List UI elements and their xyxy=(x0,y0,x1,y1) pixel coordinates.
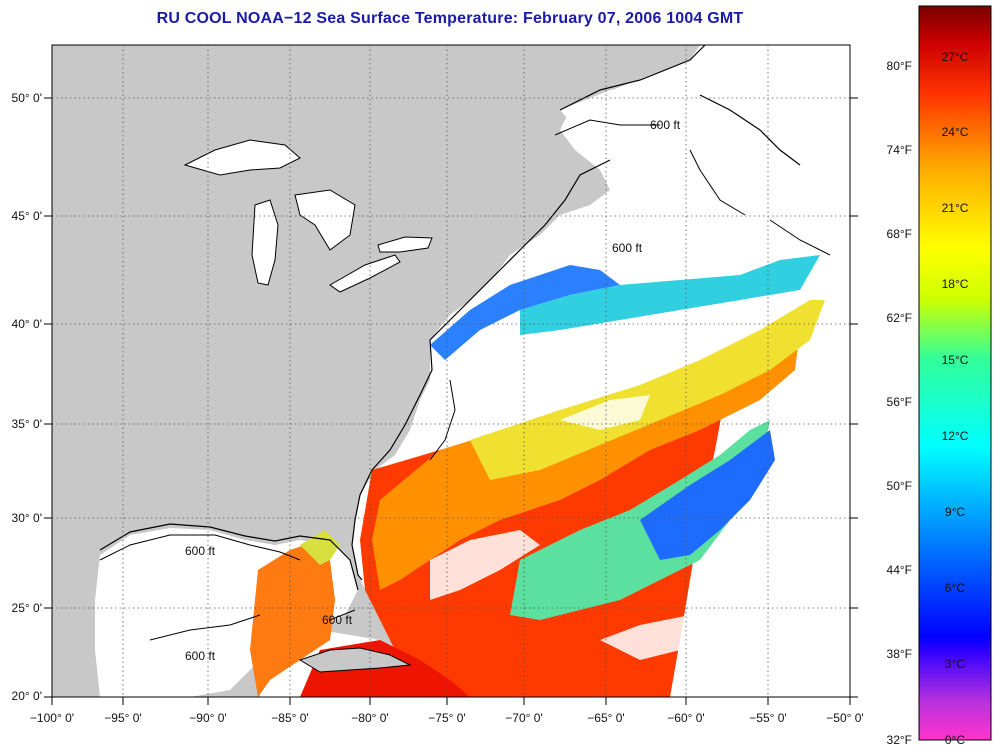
map-content: 600 ft 600 ft 600 ft 600 ft 600 ft xyxy=(52,45,850,697)
sst-swath-blue xyxy=(640,430,775,560)
lon-label: −80° 0' xyxy=(351,711,388,725)
lat-label: 50° 0' xyxy=(12,91,42,105)
longitude-labels: −100° 0' −95° 0' −90° 0' −85° 0' −80° 0'… xyxy=(30,711,864,725)
lat-label: 20° 0' xyxy=(12,689,42,703)
lake-erie xyxy=(329,254,401,293)
sst-swath-yellow xyxy=(470,300,825,480)
sst-gulf-yellow xyxy=(300,530,340,565)
depth-label-florida: 600 ft xyxy=(322,613,353,627)
tick-marks xyxy=(44,97,858,705)
sst-gulf-orange xyxy=(250,540,335,697)
lat-label: 45° 0' xyxy=(12,209,42,223)
colorbar-celsius-labels: 27°C 24°C 21°C 18°C 15°C 12°C 9°C 6°C 3°… xyxy=(942,50,969,747)
cb-f-label: 38°F xyxy=(887,647,912,661)
gulf-coastline xyxy=(99,523,359,591)
depth-contour xyxy=(99,119,831,641)
lake-ontario xyxy=(377,236,433,253)
gulf-of-st-lawrence xyxy=(560,85,770,175)
cb-c-label: 21°C xyxy=(942,201,969,215)
colorbar xyxy=(918,5,992,741)
cb-f-label: 32°F xyxy=(887,733,912,747)
lake-huron xyxy=(294,189,356,251)
lat-label: 40° 0' xyxy=(12,317,42,331)
lon-label: −100° 0' xyxy=(30,711,74,725)
cb-c-label: 3°C xyxy=(945,657,965,671)
canada-coastline xyxy=(559,45,801,166)
cb-f-label: 68°F xyxy=(887,227,912,241)
cb-f-label: 50°F xyxy=(887,479,912,493)
lon-label: −60° 0' xyxy=(667,711,704,725)
cb-c-label: 6°C xyxy=(945,581,965,595)
lat-label: 35° 0' xyxy=(12,417,42,431)
lon-label: −50° 0' xyxy=(826,711,863,725)
lon-label: −70° 0' xyxy=(505,711,542,725)
lon-label: −65° 0' xyxy=(587,711,624,725)
lon-label: −90° 0' xyxy=(189,711,226,725)
map-frame xyxy=(51,44,851,698)
lat-label: 30° 0' xyxy=(12,511,42,525)
cb-f-label: 74°F xyxy=(887,143,912,157)
lon-label: −75° 0' xyxy=(428,711,465,725)
graticule xyxy=(52,45,850,697)
cb-f-label: 80°F xyxy=(887,59,912,73)
colorbar-fahrenheit-labels: 80°F 74°F 68°F 62°F 56°F 50°F 44°F 38°F … xyxy=(887,59,912,747)
cb-c-label: 0°C xyxy=(945,733,965,747)
cloud-patch xyxy=(560,395,650,430)
cb-c-label: 18°C xyxy=(942,277,969,291)
cb-c-label: 12°C xyxy=(942,429,969,443)
sst-slope-cyan xyxy=(520,255,820,335)
cloud-patch xyxy=(600,615,690,660)
cb-f-label: 44°F xyxy=(887,563,912,577)
cb-f-label: 56°F xyxy=(887,395,912,409)
depth-label-shelf: 600 ft xyxy=(612,241,643,255)
cuba-coastline xyxy=(298,647,412,673)
cb-c-label: 15°C xyxy=(942,353,969,367)
lon-label: −55° 0' xyxy=(749,711,786,725)
lon-label: −85° 0' xyxy=(271,711,308,725)
cb-c-label: 24°C xyxy=(942,125,969,139)
depth-label-gulf-south: 600 ft xyxy=(185,649,216,663)
cb-f-label: 62°F xyxy=(887,311,912,325)
lat-label: 25° 0' xyxy=(12,601,42,615)
map-title: RU COOL NOAA−12 Sea Surface Temperature:… xyxy=(156,10,744,27)
cb-c-label: 9°C xyxy=(945,505,965,519)
depth-label-atlantic: 600 ft xyxy=(650,118,681,132)
lake-michigan xyxy=(251,199,279,286)
lake-superior xyxy=(183,139,301,176)
depth-label-gulf-west: 600 ft xyxy=(185,544,216,558)
cloud-patch xyxy=(430,530,540,600)
east-coast-coastline xyxy=(351,159,611,581)
latitude-labels: 50° 0' 45° 0' 40° 0' 35° 0' 30° 0' 25° 0… xyxy=(12,91,42,703)
cb-c-label: 27°C xyxy=(942,50,969,64)
sst-shelf-blue xyxy=(430,265,620,360)
lon-label: −95° 0' xyxy=(104,711,141,725)
